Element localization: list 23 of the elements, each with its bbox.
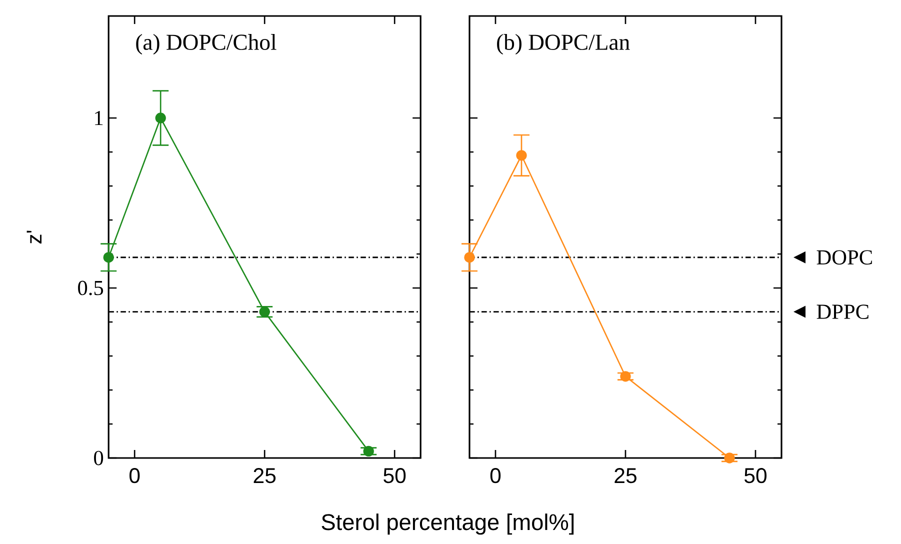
x-tick-label: 50 [384,468,406,484]
x-tick-label: 25 [614,468,636,484]
text: (b) DOPC/Lan [497,34,630,55]
y-axis-title: z' [26,230,42,244]
x-tick-label: 25 [254,468,276,484]
y-tick-label: 0.5 [78,280,104,296]
y-tick-label: 0 [94,450,104,466]
ref-line-label: DPPC [816,304,868,319]
point [103,252,114,263]
point [259,306,270,318]
x-axis-title: Sterol percentage [mol%] [322,514,574,535]
x-tick-label: 0 [490,468,501,484]
ref-line-label: DOPC [816,250,872,265]
point [620,371,631,382]
text: (a) DOPC/Chol [136,34,276,55]
y-tick-label: 1 [95,110,103,126]
point [516,150,527,161]
point [155,112,166,124]
x-tick-label: 50 [744,468,767,484]
x-tick-label: 0 [130,468,140,484]
point [363,446,374,457]
point [724,452,735,464]
point [464,252,475,263]
